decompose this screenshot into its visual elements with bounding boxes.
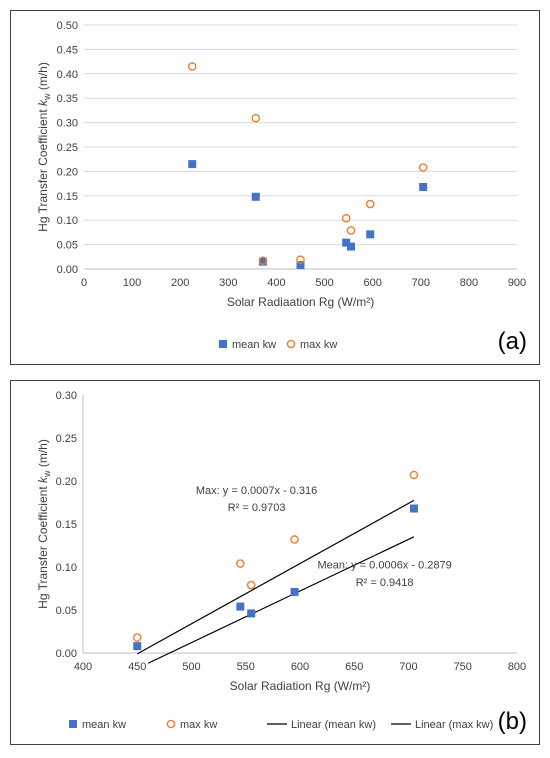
legend-label: mean kw <box>232 339 276 351</box>
y-tick-label-a: 0.15 <box>57 191 78 203</box>
x-tick-label-a: 400 <box>267 277 285 289</box>
legend-marker-mean-kw <box>219 340 227 348</box>
data-point-max-kw <box>187 62 197 71</box>
x-tick-label-a: 500 <box>315 277 333 289</box>
x-axis-title-a: Solar Radiaation Rg (W/m²) <box>227 295 374 309</box>
data-point-mean-kw <box>188 160 197 169</box>
legend-label: Linear (mean kw) <box>291 719 376 731</box>
chart-panel-a: 0.00 0.05 0.10 0.15 0.20 0.25 0.30 0.35 0.40 0.45… <box>10 10 540 365</box>
y-tick-label-a: 0.05 <box>57 240 78 252</box>
data-point-max-kw <box>258 256 268 266</box>
y-tick-label-a: 0.50 <box>57 20 78 32</box>
y-tick-label-b: 0.25 <box>56 433 77 445</box>
legend-marker-max-kw <box>166 719 176 729</box>
y-tick-label-a: 0.00 <box>57 264 78 276</box>
legend-label: mean kw <box>82 719 126 731</box>
equation-annotation: Max: y = 0.0007x - 0.316 <box>196 485 317 497</box>
panel-label-a: (a) <box>497 328 527 355</box>
data-point-mean-kw <box>133 642 142 651</box>
y-tick-label-b: 0.30 <box>56 390 77 402</box>
x-tick-label-b: 550 <box>237 661 255 673</box>
data-point-mean-kw <box>251 192 260 201</box>
trendline-max <box>136 499 415 655</box>
chart-panel-b: 0.00 0.05 0.10 0.15 0.20 0.25 0.30 400 450 500 550… <box>10 380 540 745</box>
x-tick-label-b: 800 <box>508 661 526 673</box>
legend-marker-max-kw <box>286 339 296 349</box>
trendline-mean <box>147 536 415 664</box>
x-tick-label-b: 650 <box>345 661 363 673</box>
y-axis-title-a: Hg Transfer Coefficient kw (m/h) <box>36 62 52 232</box>
data-point-mean-kw <box>419 183 428 192</box>
y-tick-label-a: 0.30 <box>57 118 78 130</box>
data-point-mean-kw <box>366 230 375 239</box>
data-point-mean-kw <box>342 238 351 247</box>
x-tick-label-a: 600 <box>363 277 381 289</box>
data-point-mean-kw <box>236 602 245 611</box>
y-tick-label-a: 0.20 <box>57 166 78 178</box>
data-point-max-kw <box>296 255 305 265</box>
data-point-max-kw <box>251 113 261 123</box>
data-point-mean-kw <box>258 257 267 266</box>
y-tick-label-a: 0.45 <box>57 44 78 56</box>
equation-annotation: R² = 0.9418 <box>356 577 414 589</box>
x-tick-label-a: 700 <box>412 277 430 289</box>
equation-annotation: Mean: y = 0.0006x - 0.2879 <box>318 560 452 572</box>
y-tick-label-a: 0.40 <box>57 69 78 81</box>
legend-label: max kw <box>180 719 217 731</box>
chart-b-svg: 0.00 0.05 0.10 0.15 0.20 0.25 0.30 400 450 500 550… <box>36 390 526 731</box>
x-tick-label-a: 300 <box>219 277 237 289</box>
x-tick-label-b: 450 <box>128 661 146 673</box>
x-tick-label-b: 700 <box>399 661 417 673</box>
y-axis-title-b: Hg Transfer Coefficient kw (m/h) <box>36 439 52 609</box>
x-tick-label-a: 800 <box>460 277 478 289</box>
y-tick-label-b: 0.05 <box>56 605 77 617</box>
x-axis-title-b: Solar Radiation Rg (W/m²) <box>230 679 371 693</box>
y-tick-label-a: 0.10 <box>57 215 78 227</box>
legend-marker-mean-kw <box>69 720 77 728</box>
equation-annotation: R² = 0.9703 <box>228 502 286 514</box>
data-point-max-kw <box>409 470 419 480</box>
x-tick-label-a: 900 <box>508 277 526 289</box>
data-point-mean-kw <box>290 587 299 596</box>
y-tick-label-a: 0.35 <box>57 93 78 105</box>
y-tick-label-b: 0.20 <box>56 476 77 488</box>
x-tick-label-a: 100 <box>123 277 141 289</box>
y-tick-label-a: 0.25 <box>57 142 78 154</box>
legend-label: max kw <box>300 339 337 351</box>
data-point-max-kw <box>365 199 375 209</box>
panel-label-b: (b) <box>497 708 527 735</box>
data-point-max-kw <box>341 213 351 223</box>
data-point-mean-kw <box>296 261 305 270</box>
x-tick-label-a: 0 <box>81 277 87 289</box>
data-point-max-kw <box>418 163 428 172</box>
data-point-max-kw <box>290 535 299 544</box>
data-point-max-kw <box>236 559 245 568</box>
chart-a-svg: 0.00 0.05 0.10 0.15 0.20 0.25 0.30 0.35 0.40 0.45… <box>36 20 526 351</box>
y-tick-label-b: 0.00 <box>56 648 77 660</box>
data-point-max-kw <box>132 633 142 642</box>
x-tick-label-b: 500 <box>182 661 200 673</box>
legend-label: Linear (max kw) <box>415 719 493 731</box>
data-point-max-kw <box>246 580 256 590</box>
y-tick-label-b: 0.15 <box>56 519 77 531</box>
data-point-mean-kw <box>409 504 418 513</box>
data-point-mean-kw <box>347 242 356 251</box>
data-point-mean-kw <box>247 609 256 618</box>
x-tick-label-b: 750 <box>454 661 472 673</box>
y-tick-label-b: 0.10 <box>56 562 77 574</box>
x-tick-label-b: 600 <box>291 661 309 673</box>
x-tick-label-a: 200 <box>171 277 189 289</box>
x-tick-label-b: 400 <box>74 661 92 673</box>
data-point-max-kw <box>346 226 356 235</box>
